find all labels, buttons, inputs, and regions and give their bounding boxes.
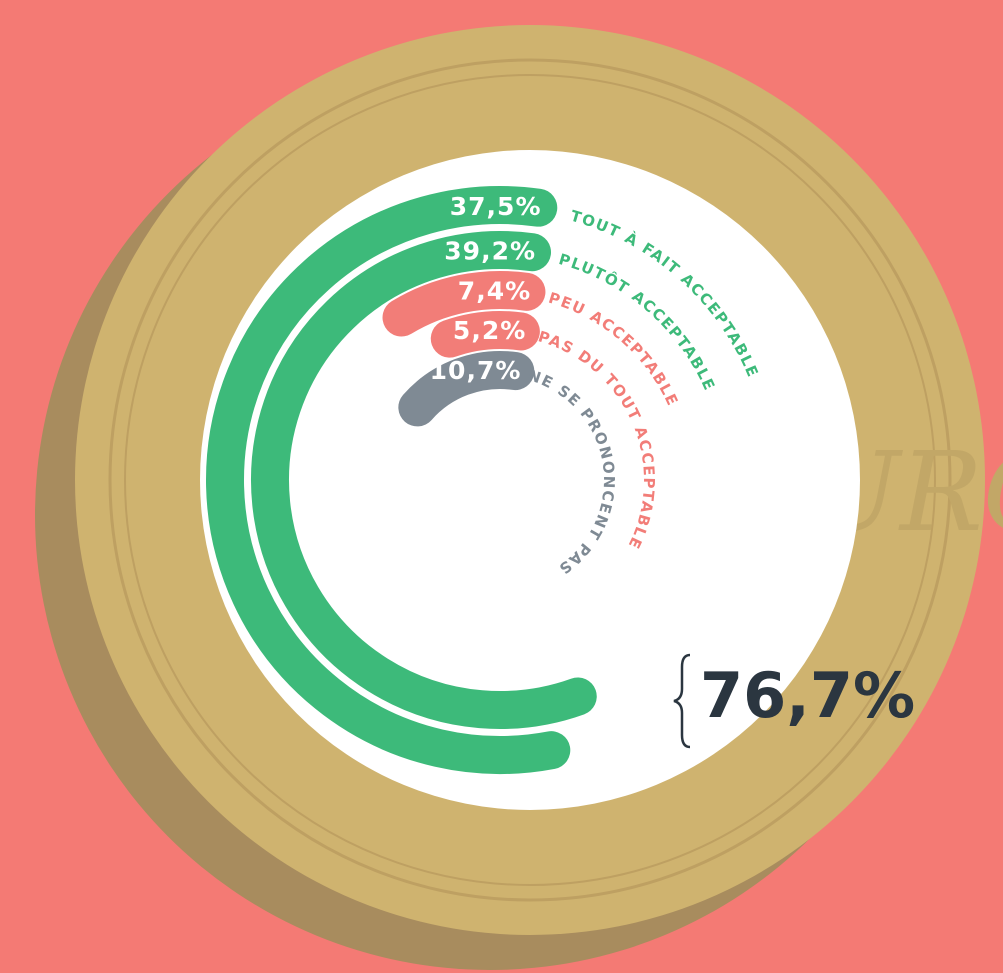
bar: [398, 351, 535, 427]
bar: [382, 271, 546, 337]
value-label: 7,4%: [458, 276, 531, 305]
brace: [673, 653, 691, 749]
bar: [251, 231, 597, 729]
bar: [206, 186, 571, 774]
value-label: 5,2%: [453, 316, 526, 345]
value-label: 37,5%: [450, 192, 542, 221]
value-label: 39,2%: [444, 237, 536, 266]
bar: [430, 311, 540, 358]
coin-rim: [108, 58, 952, 902]
value-label: 10,7%: [430, 356, 522, 385]
coin-rim: [124, 74, 936, 886]
total-label: 76,7%: [700, 659, 915, 732]
